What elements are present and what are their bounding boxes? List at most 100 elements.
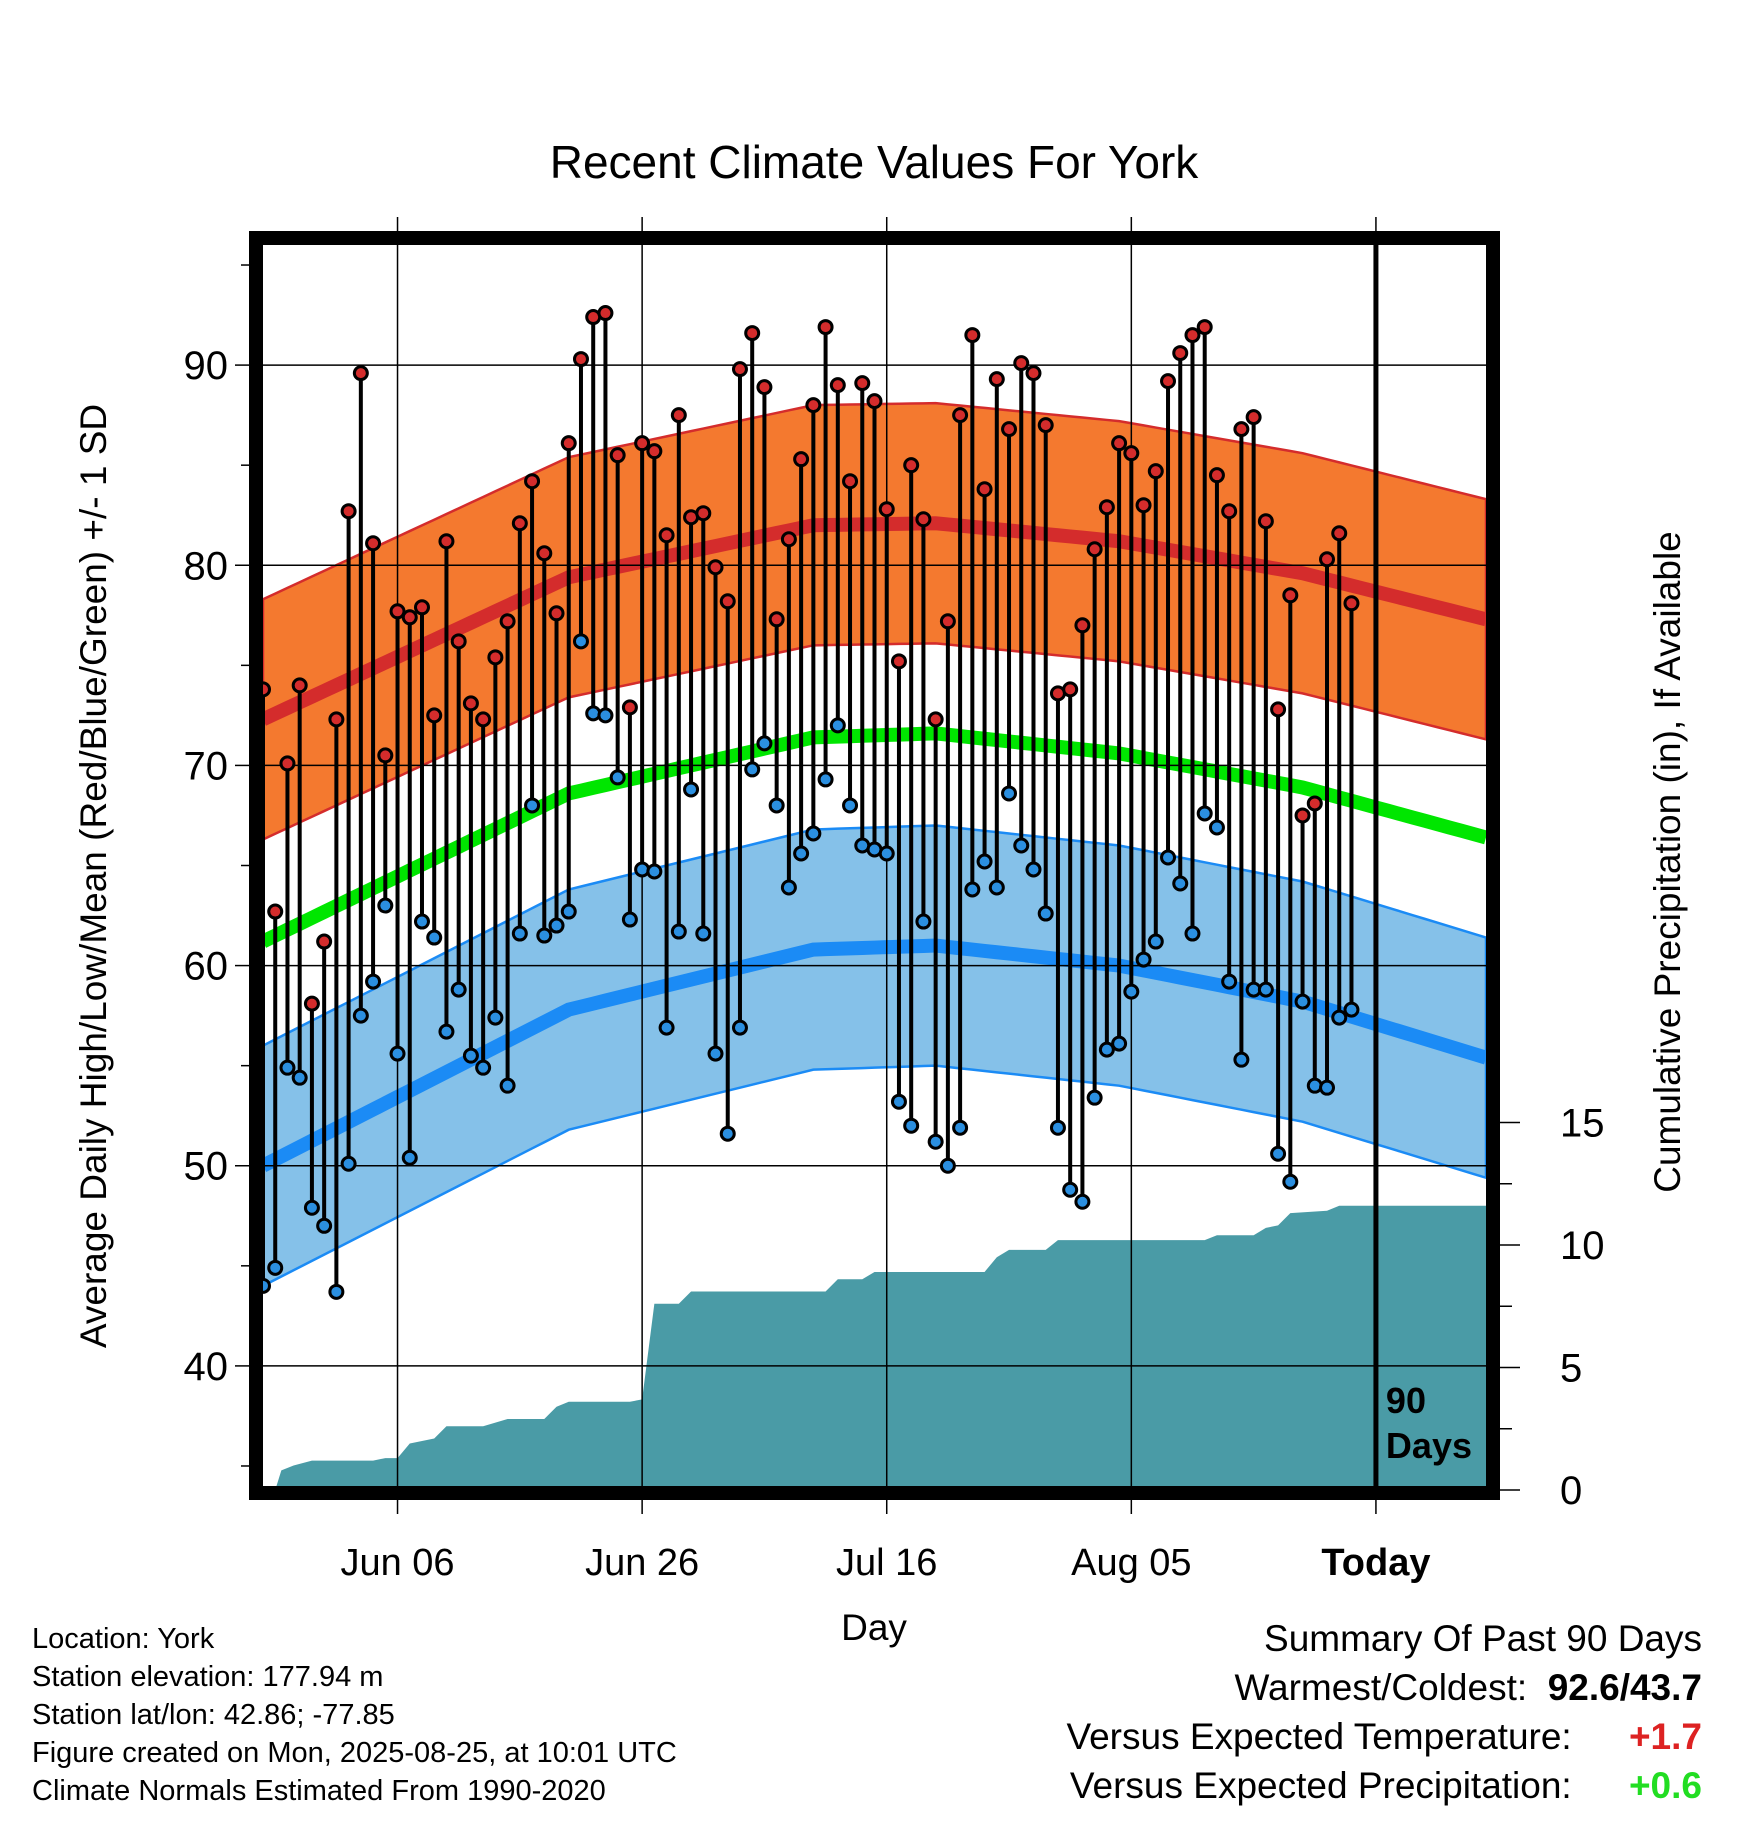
daily-high-point [536,545,553,562]
daily-high-point [817,319,834,336]
x-tick-label: Aug 05 [1071,1542,1191,1584]
daily-high-point [1257,513,1274,530]
daily-high-point [939,613,956,630]
summary-title: Summary Of Past 90 Days [1264,1618,1702,1659]
daily-low-point [1013,837,1030,854]
daily-high-point [1013,355,1030,372]
daily-low-point [487,1009,504,1026]
daily-high-point [1062,681,1079,698]
daily-high-point [524,473,541,490]
daily-low-point [780,879,797,896]
plot-frame [249,231,1500,1500]
daily-high-point [1282,587,1299,604]
daily-high-point [1135,497,1152,514]
daily-low-point [426,929,443,946]
daily-high-point [719,593,736,610]
daily-low-point [365,973,382,990]
y2-tick-label: 10 [1560,1224,1605,1268]
station-info: Location: York Station elevation: 177.94… [32,1620,677,1810]
daily-low-point [744,761,761,778]
x-tick-label: Jun 26 [585,1542,699,1584]
daily-high-point [1319,551,1336,568]
daily-high-point [1037,417,1054,434]
low-sd-band [263,824,1486,1288]
daily-high-point [1233,421,1250,438]
daily-low-point [340,1155,357,1172]
daily-low-point [597,707,614,724]
daily-low-point [475,1059,492,1076]
daily-high-point [279,755,296,772]
daily-high-point [597,305,614,322]
daily-low-point [939,1157,956,1174]
daily-low-point [1135,951,1152,968]
y-tick-label: 80 [184,544,229,588]
daily-high-point [426,707,443,724]
daily-low-point [1049,1119,1066,1136]
daily-low-point [524,797,541,814]
daily-high-point [263,681,271,698]
daily-low-point [1208,819,1225,836]
daily-low-point [1025,861,1042,878]
daily-low-point [707,1045,724,1062]
daily-high-point [1147,463,1164,480]
daily-low-point [1331,1009,1348,1026]
daily-low-point [536,927,553,944]
temp-value: +1.7 [1628,1716,1702,1757]
daily-high-point [572,351,589,368]
daily-low-point [1343,1001,1360,1018]
daily-high-point [401,609,418,626]
today-days-label: Days [1386,1425,1472,1466]
y-tick-label: 50 [184,1145,229,1189]
daily-high-point [707,559,724,576]
daily-high-point [1245,409,1262,426]
daily-low-point [1319,1079,1336,1096]
daily-high-point [438,533,455,550]
daily-low-point [988,879,1005,896]
location-text: Location: York [32,1623,215,1655]
daily-low-point [328,1283,345,1300]
daily-high-point [866,393,883,410]
daily-high-point [377,747,394,764]
daily-low-point [768,797,785,814]
daily-high-point [854,375,871,392]
daily-low-point [511,925,528,942]
daily-high-point [915,511,932,528]
daily-low-point [352,1007,369,1024]
y2-tick-label: 15 [1560,1102,1605,1146]
daily-high-point [976,481,993,498]
daily-high-point [1294,807,1311,824]
daily-low-point [927,1133,944,1150]
daily-low-point [1147,933,1164,950]
warmest-coldest-label: Warmest/Coldest: [1234,1667,1528,1708]
daily-low-point [903,1117,920,1134]
daily-high-point [1343,595,1360,612]
daily-high-point [829,377,846,394]
daily-low-point [805,825,822,842]
daily-high-point [670,407,687,424]
daily-high-point [560,435,577,452]
daily-low-point [658,1019,675,1036]
daily-high-point [621,699,638,716]
daily-low-point [377,897,394,914]
daily-high-point [756,379,773,396]
latlon-text: Station lat/lon: 42.86; -77.85 [32,1699,395,1731]
y-tick-label: 40 [184,1345,229,1389]
x-tick-label: Jun 06 [340,1542,454,1584]
daily-low-point [842,797,859,814]
daily-high-point [1123,445,1140,462]
daily-high-point [487,649,504,666]
daily-high-point [1208,467,1225,484]
daily-high-point [952,407,969,424]
y-axis-label: Average Daily High/Low/Mean (Red/Blue/Gr… [73,404,114,1348]
daily-high-point [609,447,626,464]
daily-low-point [817,771,834,788]
daily-high-point [548,605,565,622]
daily-high-point [1086,541,1103,558]
y-tick-label: 70 [184,744,229,788]
daily-high-point [695,505,712,522]
daily-high-point [1111,435,1128,452]
precip-area [276,1205,1486,1486]
elevation-text: Station elevation: 177.94 m [32,1661,384,1693]
daily-high-point [988,371,1005,388]
